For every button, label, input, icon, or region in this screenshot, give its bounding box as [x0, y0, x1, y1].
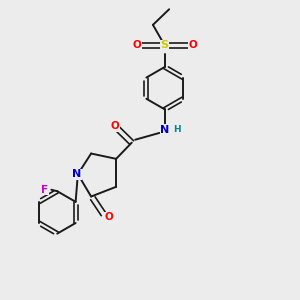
Text: H: H	[173, 125, 181, 134]
Text: O: O	[132, 40, 141, 50]
Text: N: N	[160, 125, 169, 135]
Text: O: O	[104, 212, 113, 222]
Text: F: F	[41, 185, 48, 195]
Text: O: O	[111, 122, 120, 131]
Text: S: S	[161, 40, 169, 50]
Text: O: O	[188, 40, 197, 50]
Text: N: N	[72, 169, 81, 179]
